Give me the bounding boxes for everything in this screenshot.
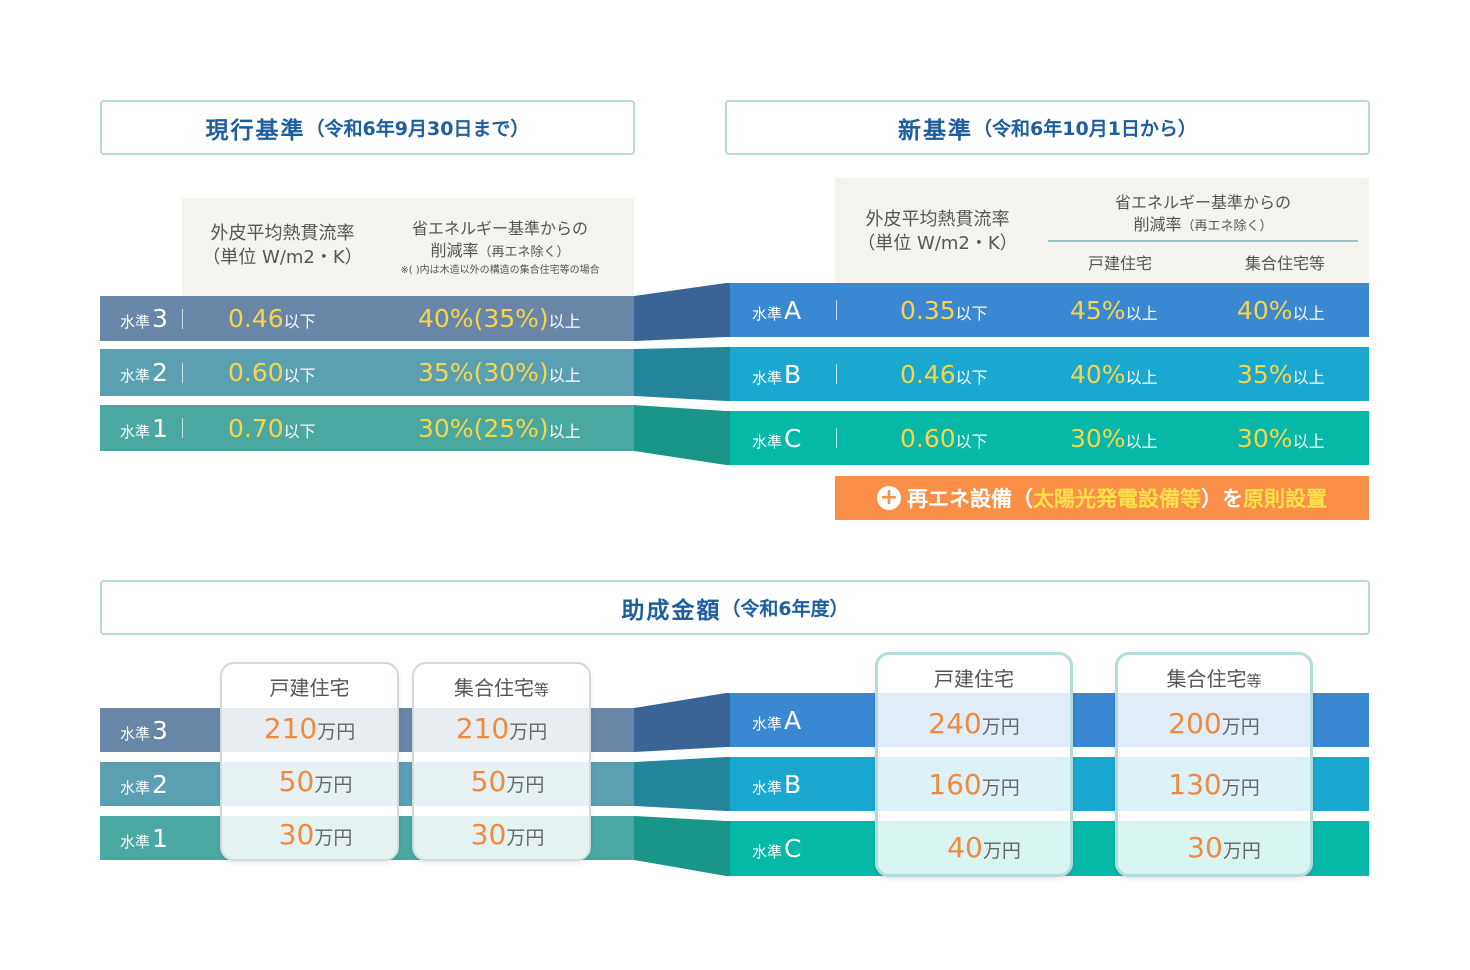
card-header: 戸建住宅 [934,667,1014,691]
new-standard-title: 新基準 （令和6年10月1日から） [725,100,1370,155]
connector-1-c-subsidy [634,816,726,876]
title-text: 現行基準 [205,117,306,144]
current-col-ua: 外皮平均熱貫流率 （単位 W/m2・K） [190,222,375,270]
col-label-3: （再エネ除く） [1181,219,1273,234]
ua-value: 0.46以下 [228,304,316,333]
ua-value: 0.60以下 [900,423,988,453]
current-row-1: 水準 1 0.70以下 30%(25%)以上 [100,405,634,451]
amount-a: 200万円 [1168,707,1260,740]
rate-value: 30%(25%)以上 [418,413,581,443]
col-unit: （単位 W/m2・K） [857,233,1018,254]
ua-value: 0.35以下 [900,295,988,325]
card-header: 集合住宅等 [1166,667,1262,691]
current-row-3: 水準 3 0.46以下 40%(35%)以上 [100,296,634,341]
level-label: 水準 B [752,359,802,389]
col-label-2: 削減率 [1133,215,1182,234]
level-label: 水準 1 [120,413,168,443]
renewable-requirement-banner: + 再エネ設備（ 太陽光発電設備等 ）を 原則設置 [835,476,1369,520]
amount-c: 40万円 [947,831,1021,864]
sub-col-house: 戸建住宅 [1087,254,1152,273]
new-row-b: 水準 B 0.46以下 40%以上 35%以上 [726,347,1369,401]
amount-b: 130万円 [1168,768,1260,801]
level-label: 水準 A [752,705,802,735]
col-label: 省エネルギー基準からの [1114,193,1291,212]
house-rate: 40%以上 [1070,359,1158,389]
subsidy-card-new-house: 戸建住宅 240万円 160万円 40万円 [875,652,1073,877]
apt-rate: 35%以上 [1237,359,1325,389]
ua-value: 0.46以下 [900,359,988,389]
amount-3: 210万円 [455,712,548,745]
new-row-c: 水準 C 0.60以下 30%以上 30%以上 [726,411,1369,465]
amount-1: 30万円 [470,818,545,851]
current-col-rate: 省エネルギー基準からの削減率（再エネ除く） ※( )内は木造以外の構造の集合住宅等… [370,218,630,278]
amount-a: 240万円 [928,707,1020,740]
title-subtitle: （令和6年度） [721,598,849,620]
connector-3-a-subsidy [634,693,726,752]
amount-1: 30万円 [278,818,353,851]
connector-2-b-subsidy [634,757,726,811]
current-standard-title: 現行基準 （令和6年9月30日まで） [100,100,635,155]
level-label: 水準 C [752,423,802,453]
house-rate: 45%以上 [1070,295,1158,325]
title-text: 助成金額 [621,597,722,624]
house-rate: 30%以上 [1070,423,1158,453]
rate-value: 35%(30%)以上 [418,358,581,387]
col-label: 外皮平均熱貫流率 [210,223,355,244]
apt-rate: 40%以上 [1237,295,1325,325]
ua-value: 0.60以下 [228,358,316,387]
header-divider [1048,240,1358,242]
new-row-a: 水準 A 0.35以下 45%以上 40%以上 [726,283,1369,337]
col-label-2: 削減率 [430,241,479,260]
connector-2-b [634,347,726,401]
level-label: 水準 B [752,769,802,799]
apt-rate: 30%以上 [1237,423,1325,453]
amount-3: 210万円 [263,712,356,745]
rate-value: 40%(35%)以上 [418,304,581,333]
card-header: 戸建住宅 [269,676,350,700]
amount-b: 160万円 [928,768,1020,801]
subsidy-card-current-house: 戸建住宅 210万円 50万円 30万円 [220,662,399,861]
subsidy-card-new-apt: 集合住宅等 200万円 130万円 30万円 [1115,652,1313,877]
col-label: 省エネルギー基準からの [411,219,588,238]
level-label: 水準 A [752,295,802,325]
sub-col-apt: 集合住宅等 [1244,254,1325,273]
card-header: 集合住宅等 [453,676,549,700]
level-label: 水準 C [752,834,802,863]
new-header [835,178,1369,283]
title-subtitle: （令和6年10月1日から） [973,118,1197,140]
level-label: 水準 2 [120,769,168,799]
plus-icon: + [877,486,901,510]
title-subtitle: （令和6年9月30日まで） [305,118,530,140]
col-label-3: （再エネ除く） [478,245,570,260]
amount-c: 30万円 [1187,831,1261,864]
connector-3-a [634,283,726,341]
col-unit: （単位 W/m2・K） [202,247,363,268]
level-label: 水準 1 [120,823,168,853]
new-col-ua: 外皮平均熱貫流率 （単位 W/m2・K） [845,208,1030,256]
col-label: 外皮平均熱貫流率 [865,209,1010,230]
ua-value: 0.70以下 [228,413,316,443]
current-row-2: 水準 2 0.60以下 35%(30%)以上 [100,349,634,396]
level-label: 水準 3 [120,304,168,333]
title-text: 新基準 [898,117,974,144]
col-note: ※( )内は木造以外の構造の集合住宅等の場合 [400,265,600,276]
amount-2: 50万円 [278,765,353,798]
new-col-rate: 省エネルギー基準からの削減率（再エネ除く） [1048,192,1358,238]
subsidy-title: 助成金額 （令和6年度） [100,580,1370,635]
subsidy-card-current-apt: 集合住宅等 210万円 50万円 30万円 [412,662,591,861]
level-label: 水準 3 [120,715,168,745]
connector-1-c [634,405,726,465]
amount-2: 50万円 [470,765,545,798]
level-label: 水準 2 [120,358,168,387]
current-header [182,198,634,296]
